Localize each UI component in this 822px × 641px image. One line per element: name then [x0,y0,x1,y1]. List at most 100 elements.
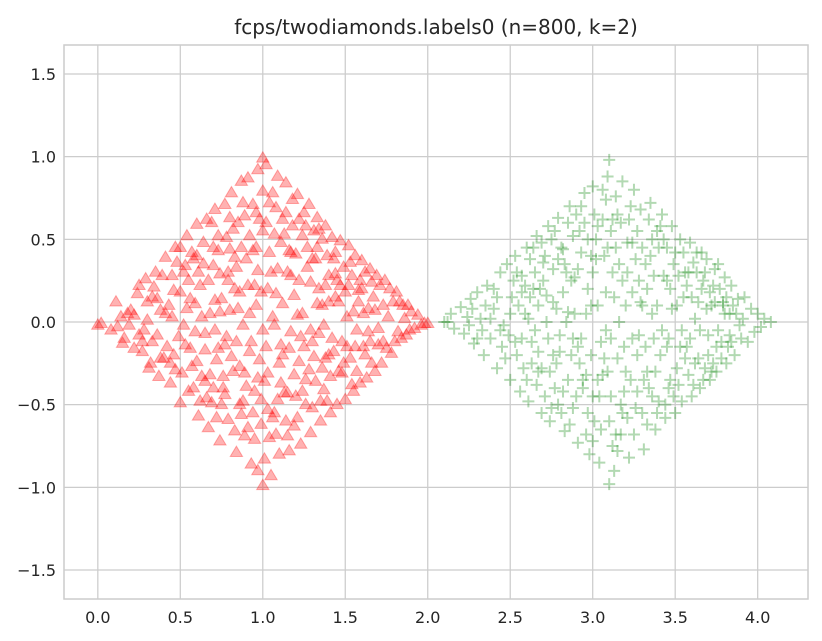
triangle-point [169,254,185,267]
plus-point [685,390,698,403]
triangle-point [263,468,279,481]
triangle-point [392,294,407,307]
plus-point [657,269,670,282]
triangle-point [135,334,150,347]
plus-point [698,362,711,375]
triangle-point [166,347,181,360]
plus-point [552,398,565,411]
triangle-point [181,273,196,286]
triangle-point [343,350,358,363]
triangle-point [394,331,409,343]
plus-point [613,316,626,328]
plus-point [674,340,687,353]
plus-point [464,292,477,305]
triangle-point [333,278,348,291]
triangle-point [290,307,305,320]
plus-point [561,216,574,229]
plus-point [723,329,736,342]
plus-point [604,225,617,238]
plus-point [703,286,716,299]
triangle-point [242,306,257,319]
triangle-point [377,273,392,286]
triangle-point [150,291,165,304]
triangle-point [367,302,383,315]
triangle-point [199,390,214,403]
plus-point [616,274,629,287]
triangle-point [303,274,318,287]
plus-point [527,241,540,254]
plus-point [697,373,710,386]
plus-point [575,200,588,213]
triangle-point [329,397,345,410]
triangle-point [290,410,305,423]
plus-point [471,332,484,345]
triangle-point [194,309,209,322]
plus-point [675,324,688,337]
x-tick-label: 2.5 [498,608,523,627]
triangle-point [362,334,378,347]
triangle-point [295,306,310,319]
triangle-point [161,297,176,310]
plus-point [657,233,670,246]
plus-point [599,324,612,337]
triangle-point [127,307,142,320]
triangle-point [235,317,251,330]
triangle-point [306,349,321,362]
triangle-point [371,337,386,350]
triangle-point [255,183,270,196]
plus-point [698,266,711,279]
triangle-point [191,408,206,421]
plus-point [616,406,629,419]
plus-point [721,340,734,353]
triangle-point [270,168,285,181]
plus-point [754,320,767,333]
triangle-point [397,311,412,324]
triangle-point [395,297,411,310]
plus-point [735,332,748,345]
plus-point [509,249,522,262]
triangle-point [263,264,279,277]
y-axis-ticks: −1.5 −1.0 −0.5 0.0 0.5 1.0 1.5 [17,65,56,580]
plus-point [561,373,574,386]
triangle-point [376,297,391,310]
triangle-point [206,380,221,393]
triangle-point [186,380,201,393]
triangle-point [234,407,249,420]
plus-point [680,340,693,353]
triangle-point [328,245,343,257]
triangle-point [305,400,320,413]
triangle-point [229,259,244,272]
triangle-point [245,405,260,418]
plus-point [462,319,475,332]
plus-point [494,266,507,279]
triangle-point [292,354,307,367]
plus-point [606,440,619,453]
plus-point [614,216,627,229]
plus-point [515,332,528,345]
plus-point [632,329,645,342]
plus-point [560,316,573,328]
plus-point [484,312,497,325]
plus-point [576,382,589,395]
plus-point [580,307,593,320]
triangle-point [321,294,336,307]
triangle-point [353,375,368,388]
plus-point [634,296,647,309]
triangle-point [140,312,155,325]
triangle-point [184,359,199,372]
triangle-point [344,268,359,281]
triangle-point [174,365,190,378]
plus-point [660,274,673,287]
plus-point [738,291,751,304]
triangle-point [290,187,305,200]
plus-point [603,153,616,166]
plus-point [565,349,578,362]
plus-point [487,282,500,295]
triangle-point [354,281,369,294]
triangle-point [132,327,147,340]
triangle-point [150,327,165,340]
plus-point [684,236,697,249]
triangle-point [244,334,259,347]
triangle-point [216,380,231,393]
plus-point [573,357,586,370]
